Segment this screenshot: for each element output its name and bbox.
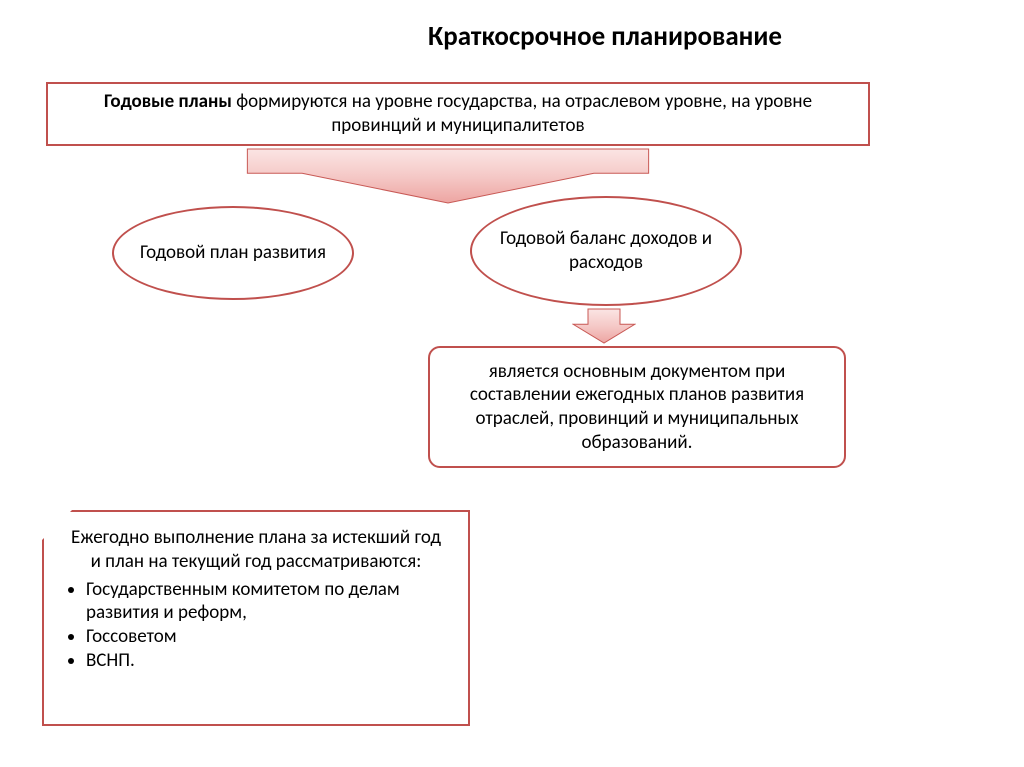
arrow-small-polygon xyxy=(573,309,635,343)
snip-box: Ежегодно выполнение плана за истекший го… xyxy=(42,510,470,726)
top-box-rest: формируются на уровне государства, на от… xyxy=(232,90,812,137)
arrow-wide-polygon xyxy=(247,149,648,203)
rounded-box: является основным документом при составл… xyxy=(428,346,846,468)
snip-box-list: Государственным комитетом по делам разви… xyxy=(86,578,448,673)
list-item: Госсоветом xyxy=(86,625,448,649)
ellipse-right: Годовой баланс доходов и расходов xyxy=(470,196,742,306)
page-title: Краткосрочное планирование xyxy=(428,20,782,53)
list-item: Государственным комитетом по делам разви… xyxy=(86,578,448,626)
rounded-box-label: является основным документом при составл… xyxy=(446,360,828,455)
ellipse-left-label: Годовой план развития xyxy=(140,241,326,265)
top-box: Годовые планы формируются на уровне госу… xyxy=(46,82,870,146)
ellipse-right-label: Годовой баланс доходов и расходов xyxy=(492,227,720,275)
ellipse-left: Годовой план развития xyxy=(112,206,354,300)
snip-box-header: Ежегодно выполнение плана за истекший го… xyxy=(64,526,448,574)
list-item: ВСНП. xyxy=(86,649,448,673)
top-box-bold: Годовые планы xyxy=(104,90,232,113)
arrow-small-icon xyxy=(572,308,636,344)
